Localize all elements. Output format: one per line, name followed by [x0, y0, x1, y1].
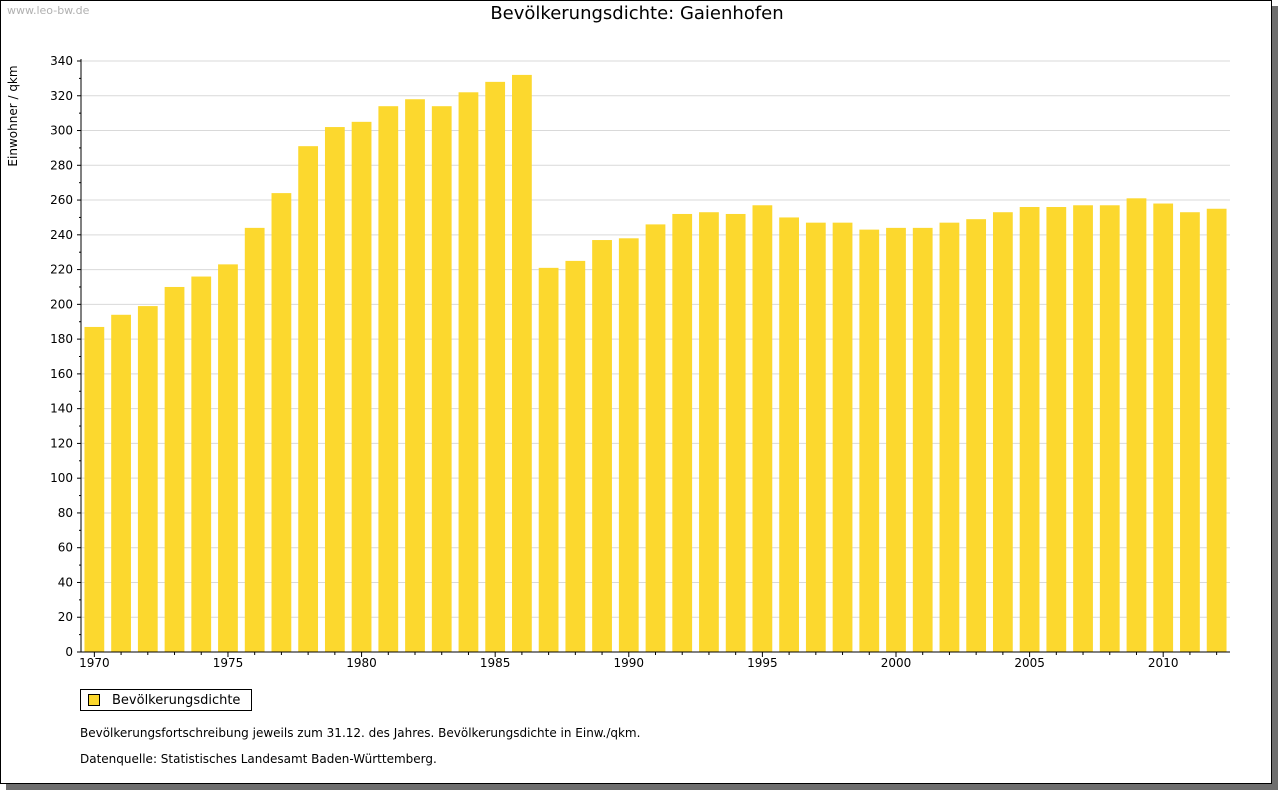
legend: Bevölkerungsdichte	[80, 689, 252, 711]
x-tick-label: 1980	[346, 656, 377, 670]
y-tick-label: 280	[50, 158, 73, 172]
footnote-data-source: Datenquelle: Statistisches Landesamt Bad…	[80, 752, 437, 766]
y-tick-label: 240	[50, 228, 73, 242]
y-axis-label: Einwohner / qkm	[6, 65, 20, 166]
x-tick-label: 1995	[747, 656, 778, 670]
bar	[191, 276, 212, 652]
bar	[1206, 208, 1227, 652]
y-tick-label: 60	[58, 541, 73, 555]
bar	[1019, 207, 1040, 652]
bar	[725, 213, 746, 652]
bar	[244, 227, 265, 652]
bar	[832, 222, 853, 652]
bar	[84, 326, 105, 652]
bar	[966, 219, 987, 652]
bar	[405, 99, 425, 653]
legend-swatch	[88, 694, 100, 706]
bar	[431, 106, 452, 653]
bar	[859, 229, 880, 652]
y-tick-label: 80	[58, 506, 73, 520]
x-tick-label: 1975	[213, 656, 244, 670]
bar	[298, 146, 319, 652]
bar	[1073, 205, 1093, 652]
y-tick-label: 40	[58, 575, 73, 589]
y-tick-label: 220	[50, 263, 73, 277]
bar	[1180, 212, 1200, 652]
bar	[1046, 207, 1067, 652]
x-tick-label: 2005	[1014, 656, 1045, 670]
bar	[699, 212, 719, 652]
bar	[805, 222, 826, 652]
bar	[779, 217, 799, 653]
footnote-source-description: Bevölkerungsfortschreibung jeweils zum 3…	[80, 726, 641, 740]
bar	[111, 314, 131, 652]
y-tick-label: 140	[50, 402, 73, 416]
bar	[512, 74, 532, 652]
x-tick-label: 2010	[1148, 656, 1179, 670]
y-tick-label: 260	[50, 193, 73, 207]
y-tick-label: 100	[50, 471, 73, 485]
bar	[271, 193, 292, 652]
bar	[992, 212, 1013, 652]
bar	[378, 106, 399, 653]
frame-shadow-right	[1272, 6, 1278, 789]
bar	[672, 213, 693, 652]
bar	[565, 260, 586, 652]
bar	[1153, 203, 1174, 653]
bar	[324, 127, 345, 653]
watermark: www.leo-bw.de	[7, 4, 90, 17]
x-tick-label: 1970	[79, 656, 110, 670]
y-tick-label: 20	[58, 610, 73, 624]
bar	[645, 224, 666, 653]
bar	[592, 240, 612, 652]
bar	[485, 81, 506, 652]
bar	[939, 222, 960, 652]
bar	[1126, 198, 1147, 652]
bar	[618, 238, 639, 653]
y-tick-label: 160	[50, 367, 73, 381]
bar	[1099, 205, 1120, 652]
bar	[912, 227, 933, 652]
bar	[886, 227, 906, 652]
x-tick-label: 1990	[614, 656, 645, 670]
bar	[218, 264, 238, 652]
y-tick-label: 300	[50, 124, 73, 138]
bar	[458, 92, 479, 653]
y-tick-label: 120	[50, 436, 73, 450]
bar	[752, 205, 773, 652]
y-tick-label: 200	[50, 297, 73, 311]
bar	[137, 306, 158, 652]
chart-title: Bevölkerungsdichte: Gaienhofen	[490, 3, 784, 24]
y-tick-label: 320	[50, 89, 73, 103]
y-tick-label: 180	[50, 332, 73, 346]
x-tick-label: 1985	[480, 656, 511, 670]
bar	[351, 121, 372, 652]
y-tick-label: 0	[65, 645, 73, 659]
x-tick-label: 2000	[881, 656, 912, 670]
legend-label: Bevölkerungsdichte	[112, 692, 241, 708]
bar	[164, 286, 185, 652]
bar	[538, 267, 559, 652]
frame-shadow-bottom	[6, 784, 1278, 790]
y-tick-label: 340	[50, 54, 73, 68]
